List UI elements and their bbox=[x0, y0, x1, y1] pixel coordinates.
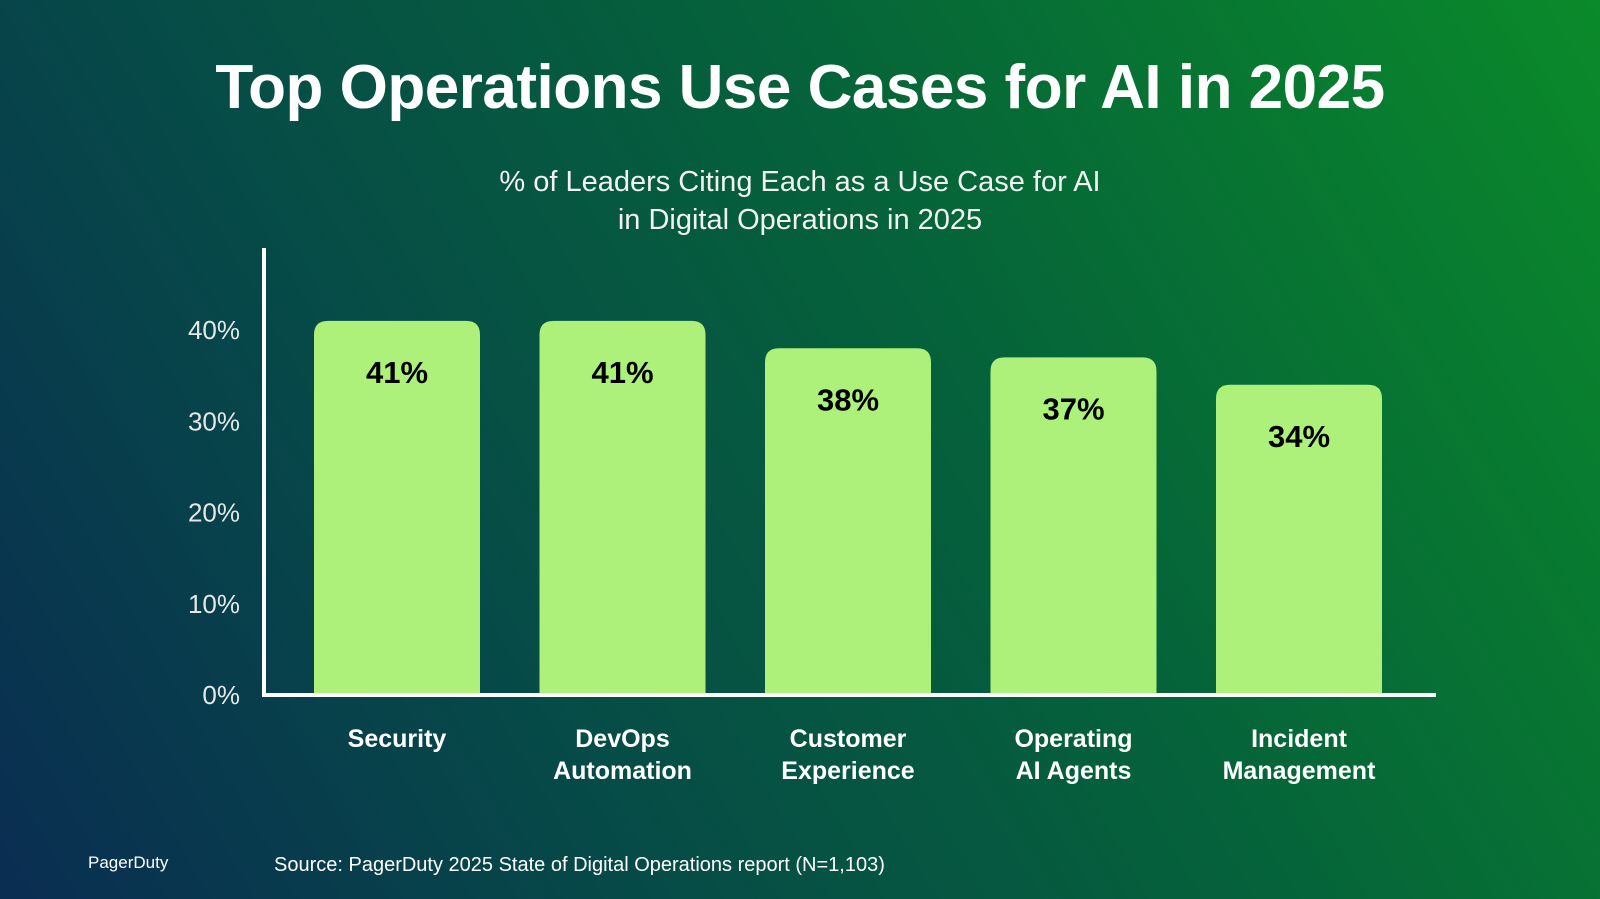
bar bbox=[765, 348, 931, 695]
x-category-label: DevOps bbox=[575, 725, 669, 753]
y-axis-ticks: 0% 10% 20% 30% 40% bbox=[188, 315, 240, 710]
category-labels: Security DevOps Automation Customer Experien… bbox=[348, 725, 1376, 785]
bar-value-label: 34% bbox=[1268, 419, 1330, 454]
x-category-label: Operating bbox=[1014, 725, 1132, 753]
value-labels: 41% 41% 38% 37% 34% bbox=[366, 355, 1330, 454]
bar-value-label: 41% bbox=[591, 355, 653, 390]
y-tick-label: 10% bbox=[188, 589, 240, 619]
bars bbox=[314, 320, 1382, 695]
y-tick-label: 20% bbox=[188, 498, 240, 528]
x-category-label: Customer bbox=[790, 725, 907, 753]
y-tick-label: 0% bbox=[202, 680, 240, 710]
bar bbox=[1216, 384, 1382, 695]
x-category-label: Automation bbox=[553, 757, 692, 785]
chart-subtitle-line-1: % of Leaders Citing Each as a Use Case f… bbox=[499, 166, 1101, 198]
pagerduty-logo: PagerDuty bbox=[88, 853, 169, 872]
chart-subtitle: % of Leaders Citing Each as a Use Case f… bbox=[0, 163, 1600, 239]
y-tick-label: 40% bbox=[188, 315, 240, 345]
x-category-label: Incident bbox=[1251, 725, 1348, 753]
chart-subtitle-line-2: in Digital Operations in 2025 bbox=[617, 204, 983, 236]
x-category-label: Experience bbox=[781, 757, 915, 785]
source-note: Source: PagerDuty 2025 State of Digital … bbox=[274, 854, 885, 876]
bar-value-label: 38% bbox=[817, 382, 879, 417]
x-category-label: Security bbox=[348, 725, 447, 753]
bar bbox=[314, 320, 480, 695]
x-category-label: AI Agents bbox=[1016, 757, 1132, 785]
chart-title: Top Operations Use Cases for AI in 2025 bbox=[215, 53, 1385, 122]
bar-value-label: 41% bbox=[366, 355, 428, 390]
bar bbox=[990, 357, 1157, 695]
x-category-label: Management bbox=[1223, 757, 1376, 785]
bar bbox=[539, 320, 706, 695]
y-tick-label: 30% bbox=[188, 406, 240, 436]
bar-value-label: 37% bbox=[1042, 391, 1104, 426]
